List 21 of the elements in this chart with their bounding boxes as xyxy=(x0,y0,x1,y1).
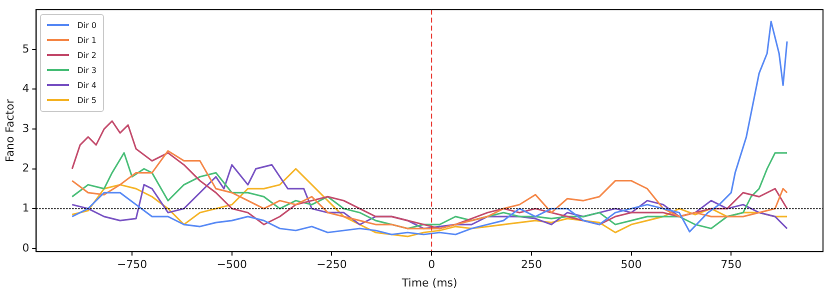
legend-label: Dir 3 xyxy=(76,64,96,77)
legend-label: Dir 2 xyxy=(76,50,96,62)
y-tick-label: 2 xyxy=(22,162,30,175)
y-tick-label: 5 xyxy=(22,42,30,56)
x-tick-label: 250 xyxy=(520,258,542,272)
x-tick-label: 750 xyxy=(720,258,742,272)
y-axis-title: Fano Factor xyxy=(3,98,16,162)
legend-label: Dir 4 xyxy=(76,80,96,92)
legend-label: Dir 1 xyxy=(76,34,96,47)
x-tick-label: −500 xyxy=(216,258,248,272)
x-tick-label: 0 xyxy=(428,258,436,272)
legend-label: Dir 0 xyxy=(76,20,96,32)
y-tick-label: 1 xyxy=(22,201,30,214)
y-tick-label: 3 xyxy=(22,122,30,135)
x-tick-label: 500 xyxy=(620,258,642,272)
y-tick-label: 0 xyxy=(22,241,30,254)
x-tick-label: −250 xyxy=(316,258,347,272)
x-tick-label: −750 xyxy=(116,258,148,272)
y-tick-label: 4 xyxy=(22,82,30,96)
legend-label: Dir 5 xyxy=(76,94,96,107)
x-axis-title: Time (ms) xyxy=(400,276,458,290)
